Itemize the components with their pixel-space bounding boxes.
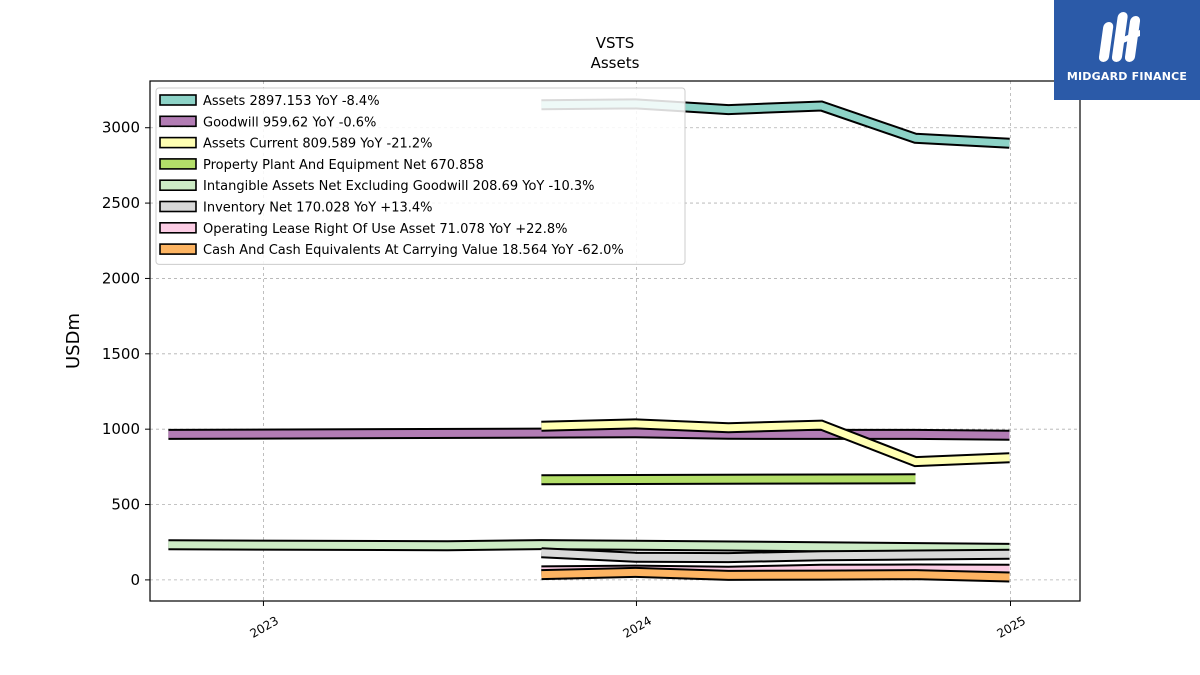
legend-entry-label: Goodwill 959.62 YoY -0.6% bbox=[203, 115, 376, 130]
series-line bbox=[541, 568, 1010, 581]
legend-entry-label: Cash And Cash Equivalents At Carrying Va… bbox=[203, 243, 624, 258]
series-line bbox=[541, 549, 1010, 562]
legend-swatch bbox=[159, 222, 197, 234]
chart-title: VSTS bbox=[596, 34, 634, 52]
legend-swatch bbox=[159, 115, 197, 128]
chart-subtitle: Assets bbox=[591, 54, 640, 72]
legend-swatch bbox=[159, 136, 197, 149]
x-tick-label: 2023 bbox=[247, 613, 280, 640]
legend-entry-label: Assets 2897.153 YoY -8.4% bbox=[203, 94, 380, 109]
x-tick-label: 2024 bbox=[621, 613, 654, 640]
y-tick-label: 1500 bbox=[102, 345, 140, 363]
legend-swatch bbox=[159, 200, 197, 213]
y-axis-label: USDm bbox=[63, 313, 84, 369]
legend-swatch bbox=[159, 94, 197, 106]
brand-logo: MIDGARD FINANCE bbox=[1054, 0, 1200, 100]
plot-area: 0 500 1000 1500 2000 2500 3000 2023 2024 2025 Asse… bbox=[102, 80, 1081, 641]
series-line bbox=[541, 475, 916, 484]
legend-entry-label: Assets Current 809.589 YoY -21.2% bbox=[203, 137, 433, 152]
x-tick-label: 2025 bbox=[995, 613, 1028, 640]
legend-box bbox=[155, 87, 686, 265]
y-tick-label: 2000 bbox=[102, 269, 140, 287]
legend-entry-label: Inventory Net 170.028 YoY +13.4% bbox=[203, 201, 433, 216]
plot-frame bbox=[149, 80, 1081, 602]
legend-swatch bbox=[159, 179, 197, 191]
legend-swatch bbox=[159, 158, 197, 170]
y-tick-label: 3000 bbox=[102, 119, 140, 137]
series-line bbox=[168, 541, 1010, 552]
series-line bbox=[541, 420, 1010, 466]
legend-entry-label: Operating Lease Right Of Use Asset 71.07… bbox=[203, 222, 567, 237]
legend-entry-label: Property Plant And Equipment Net 670.858 bbox=[203, 158, 484, 173]
brand-logo-mark-icon bbox=[1098, 12, 1141, 62]
legend-entry-label: Intangible Assets Net Excluding Goodwill… bbox=[203, 179, 594, 194]
y-tick-label: 1000 bbox=[102, 420, 140, 438]
y-tick-label: 0 bbox=[130, 571, 140, 589]
brand-name: MIDGARD FINANCE bbox=[1066, 70, 1188, 83]
y-tick-label: 2500 bbox=[102, 194, 140, 212]
legend-swatch bbox=[159, 243, 197, 255]
y-tick-label: 500 bbox=[111, 496, 140, 514]
series-line bbox=[168, 429, 1010, 439]
